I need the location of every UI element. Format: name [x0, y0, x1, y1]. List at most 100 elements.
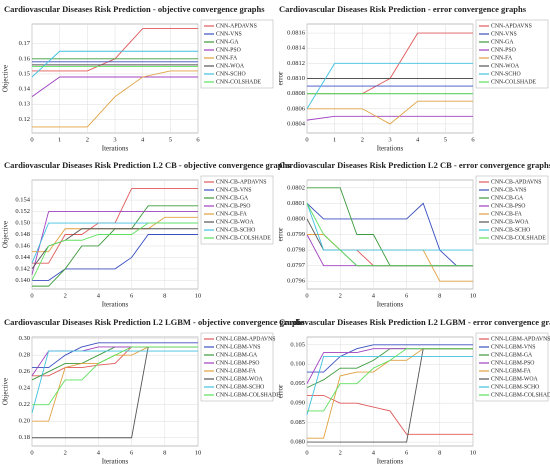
legend-label: CNN-LGBM-SCHO: [491, 384, 539, 390]
y-tick-label: 0.0808: [287, 90, 305, 97]
legend-label: CNN-CB-WOA: [491, 219, 529, 225]
x-tick-label: 6: [405, 449, 409, 456]
legend-label: CNN-COLSHADE: [216, 79, 262, 85]
y-tick-label: 0.142: [15, 265, 30, 272]
x-tick-label: 5: [169, 136, 172, 143]
y-tick-label: 0.085: [290, 419, 305, 426]
legend-label: CNN-COLSHADE: [491, 79, 537, 85]
x-tick-label: 10: [470, 449, 477, 456]
legend-label: CNN-LGBM-APDAVNS: [491, 336, 550, 342]
series-line: [31, 76, 198, 98]
x-tick-label: 0: [305, 449, 308, 456]
series-line: [306, 356, 473, 415]
legend-label: CNN-VNS: [491, 31, 517, 37]
legend: [200, 175, 274, 245]
y-tick-label: 0.13: [19, 101, 30, 108]
y-tick-label: 0.0802: [287, 184, 305, 191]
y-tick-label: 0.0798: [287, 247, 305, 254]
y-tick-label: 0.30: [19, 335, 30, 342]
legend-label: CNN-SCHO: [216, 71, 246, 77]
y-tick-label: 0.140: [15, 277, 30, 284]
legend-label: CNN-GA: [216, 39, 239, 45]
x-tick-label: 4: [372, 292, 376, 299]
x-tick-label: 2: [86, 136, 89, 143]
series-line: [32, 234, 198, 281]
x-tick-label: 8: [438, 292, 441, 299]
x-tick-label: 2: [339, 292, 342, 299]
legend-label: CNN-CB-PSO: [216, 203, 250, 209]
y-tick-label: 0.0812: [287, 60, 305, 67]
legend-label: CNN-LGBM-COLSHADE: [491, 392, 550, 398]
legend-label: CNN-PSO: [491, 47, 516, 53]
series-line: [307, 394, 473, 435]
y-tick-label: 0.0799: [287, 231, 305, 238]
y-tick-label: 0.144: [15, 254, 30, 261]
x-tick-label: 3: [388, 136, 391, 143]
x-tick-label: 6: [471, 136, 475, 143]
y-tick-label: 0.26: [19, 368, 31, 375]
chart-title: Cardiovascular Diseases Risk Prediction …: [4, 317, 305, 327]
legend-label: CNN-APDAVNS: [216, 23, 257, 29]
series-line: [306, 202, 473, 267]
y-axis-label: Objective: [2, 65, 10, 92]
y-axis-label: error: [277, 227, 285, 241]
legend-label: CNN-CB-GA: [216, 195, 249, 201]
y-tick-label: 0.28: [19, 352, 30, 359]
y-tick-label: 0.148: [15, 231, 30, 238]
legend-label: CNN-CB-SCHO: [216, 227, 255, 233]
y-tick-label: 0.0804: [287, 120, 306, 127]
series-line: [306, 62, 473, 110]
series-line: [306, 203, 473, 267]
legend-label: CNN-VNS: [216, 31, 242, 37]
legend-label: CNN-LGBM-SCHO: [216, 384, 264, 390]
legend-label: CNN-LGBM-COLSHADE: [216, 392, 280, 398]
legend-label: CNN-LGBM-WOA: [216, 376, 264, 382]
x-axis-label: Iterations: [377, 458, 404, 466]
y-tick-label: 0.14: [19, 86, 31, 93]
legend: [200, 332, 274, 402]
legend-label: CNN-CB-PSO: [491, 203, 525, 209]
x-tick-label: 6: [130, 449, 134, 456]
legend-label: CNN-GA: [491, 39, 514, 45]
legend-label: CNN-LGBM-FA: [216, 368, 257, 374]
x-axis-label: Iterations: [377, 145, 404, 153]
x-tick-label: 5: [444, 136, 447, 143]
x-tick-label: 10: [470, 292, 477, 299]
y-tick-label: 0.152: [15, 208, 30, 215]
legend: [475, 175, 549, 245]
x-tick-label: 6: [130, 292, 134, 299]
x-axis-label: Iterations: [102, 301, 129, 309]
x-tick-label: 4: [372, 449, 376, 456]
series-line: [307, 348, 473, 412]
x-tick-label: 6: [196, 136, 200, 143]
y-tick-label: 0.15: [19, 70, 30, 77]
x-tick-label: 8: [438, 449, 441, 456]
x-tick-label: 4: [416, 136, 420, 143]
x-tick-label: 0: [30, 292, 33, 299]
legend-label: CNN-LGBM-WOA: [491, 376, 539, 382]
y-tick-label: 0.095: [290, 380, 305, 387]
x-axis-label: Iterations: [102, 145, 129, 153]
series-line: [306, 203, 473, 251]
x-tick-label: 2: [64, 449, 67, 456]
x-tick-label: 0: [30, 449, 33, 456]
legend-label: CNN-SCHO: [491, 71, 521, 77]
y-tick-label: 0.0806: [287, 105, 306, 112]
series-line: [31, 222, 198, 281]
chart-title: Cardiovascular Diseases Risk Prediction …: [4, 4, 265, 14]
x-tick-label: 6: [405, 292, 409, 299]
y-tick-label: 0.16: [19, 55, 31, 62]
x-tick-label: 8: [163, 449, 166, 456]
legend-label: CNN-WOA: [491, 63, 520, 69]
legend-label: CNN-CB-APDAVNS: [216, 179, 266, 185]
series-line: [32, 70, 198, 128]
legend: [475, 19, 549, 89]
legend: [475, 332, 549, 402]
y-tick-label: 0.18: [19, 434, 30, 441]
legend-label: CNN-WOA: [216, 63, 245, 69]
legend-label: CNN-LGBM-FA: [491, 368, 532, 374]
x-axis-label: Iterations: [377, 301, 404, 309]
plot-area: [306, 336, 474, 447]
y-tick-label: 0.12: [19, 116, 30, 123]
legend-label: CNN-LGBM-PSO: [491, 360, 534, 366]
